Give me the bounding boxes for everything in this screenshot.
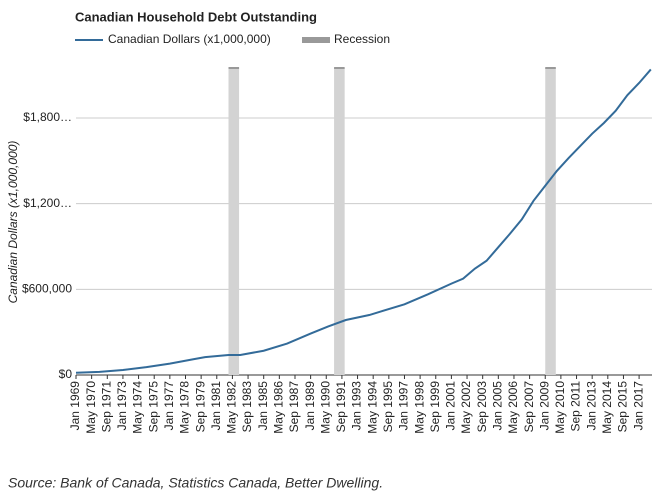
recession-band [228,68,240,375]
x-tick-label: Sep 1999 [428,381,442,433]
x-tick-label: Sep 1983 [240,381,254,433]
x-tick-label: May 1986 [272,381,286,434]
x-tick-label: Sep 2015 [616,381,630,433]
legend-label: Recession [334,32,390,46]
x-tick-label: Jan 1985 [256,381,270,431]
x-tick-label: Jan 1997 [397,381,411,431]
x-tick-label: Jan 2017 [631,381,645,431]
x-tick-label: Jan 1993 [350,381,364,431]
y-tick-label: $600,000 [22,281,72,295]
x-tick-label: Jan 2013 [584,381,598,431]
x-tick-label: Sep 1995 [381,381,395,433]
x-tick-label: May 2006 [506,381,520,434]
x-tick-label: Jan 2009 [537,381,551,431]
y-axis-label: Canadian Dollars (x1,000,000) [6,141,20,304]
x-tick-label: Sep 1979 [193,381,207,433]
y-tick-label: $1,200… [23,196,72,210]
x-tick-label: Sep 2011 [569,381,583,432]
x-tick-label: May 1974 [131,381,145,434]
y-tick-label: $0 [59,367,73,381]
x-tick-label: May 1998 [412,381,426,434]
legend-swatch [302,37,330,43]
x-tick-label: Jan 1969 [68,381,82,431]
x-tick-label: May 1994 [365,381,379,434]
x-tick-label: May 2010 [553,381,567,434]
x-tick-label: Jan 1977 [162,381,176,431]
x-tick-label: May 2002 [459,381,473,434]
x-tick-label: Jan 1989 [303,381,317,431]
x-tick-label: Sep 1991 [334,381,348,433]
x-tick-label: May 2014 [600,381,614,434]
recession-band [334,68,345,375]
y-tick-label: $1,800… [23,110,72,124]
x-tick-label: Sep 2007 [522,381,536,433]
x-tick-label: May 1970 [84,381,98,434]
x-tick-label: Jan 2005 [490,381,504,431]
legend-label: Canadian Dollars (x1,000,000) [108,32,271,46]
x-tick-label: May 1990 [318,381,332,434]
chart-title: Canadian Household Debt Outstanding [75,9,317,24]
x-tick-label: Sep 1987 [287,381,301,433]
x-tick-label: Jan 1981 [209,381,223,431]
x-tick-label: Jan 1973 [115,381,129,431]
x-tick-label: Sep 2003 [475,381,489,433]
data-line [75,68,652,374]
x-tick-label: May 1982 [225,381,239,434]
x-tick-label: May 1978 [178,381,192,434]
source: Source: Bank of Canada, Statistics Canad… [8,475,383,491]
x-tick-label: Sep 1971 [99,381,113,433]
recession-band [545,68,556,375]
x-tick-label: Sep 1975 [146,381,160,433]
x-tick-label: Jan 2001 [444,381,458,431]
